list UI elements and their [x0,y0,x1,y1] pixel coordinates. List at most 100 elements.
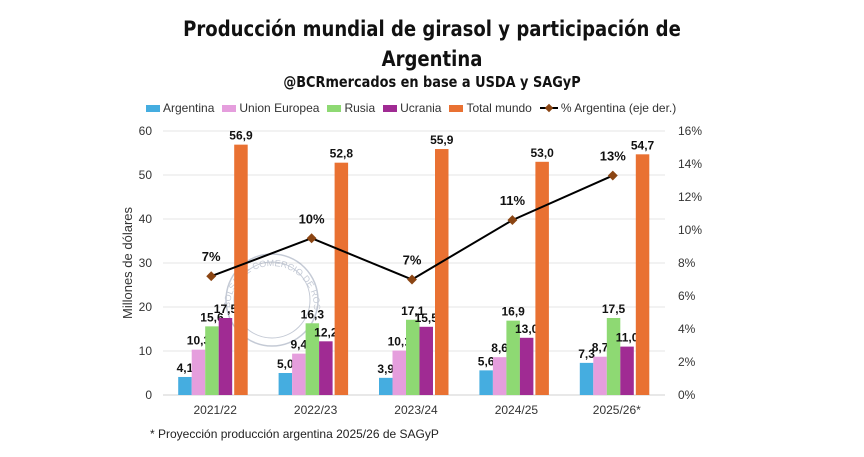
bar-argentina [579,362,594,395]
data-label: 10,1 [388,335,412,349]
y2-tick-label: 8% [678,256,696,270]
legend-label: Ucrania [400,101,442,115]
data-label: 3,9 [377,362,394,376]
data-label: 54,7 [631,138,655,152]
line-data-label: 13% [600,149,626,164]
line-marker [407,274,417,285]
bar-ucrania [419,326,433,395]
bar-ucrania [519,337,534,395]
line-marker [206,271,217,282]
data-label: 53,0 [530,146,554,160]
watermark-seal: BOLSA DE COMERCIO DE ROSARIO [0,0,322,347]
bar-total-mundo [334,162,349,395]
legend-swatch [383,104,398,112]
y2-tick-label: 4% [678,322,696,336]
bar-argentina [379,377,393,395]
bar-ucrania [218,318,233,395]
line-data-label: 7% [403,253,422,268]
data-label: 16,3 [301,307,325,321]
line-marker [507,215,518,226]
legend-swatch [449,104,464,112]
data-label: 10,3 [187,334,211,348]
y-tick-label: 0 [145,388,152,402]
legend: Argentina Union Europea Rusia Ucrania Total … [146,101,676,115]
data-label: 5,6 [478,354,495,368]
y2-tick-label: 0% [678,388,696,402]
x-tick-label: 2021/22 [194,403,238,417]
data-label: 16,9 [501,305,525,319]
bar-union-europea [593,356,607,395]
data-label: 15,5 [415,311,439,325]
legend-line-marker-icon [539,103,558,113]
line-data-label: 11% [500,193,526,208]
x-tick-label: 2024/25 [495,403,539,417]
bar-union-europea [492,357,507,395]
watermark-text: BOLSA DE COMERCIO DE ROSARIO [0,0,322,310]
legend-label: Total mundo [466,101,532,115]
chart-subtitle: @BCRmercados en base a USDA y SAGyP [283,73,581,91]
y-tick-label: 30 [139,256,153,270]
y2-tick-label: 16% [678,124,702,138]
bar-ucrania [620,346,634,395]
legend-label: Union Europea [239,101,320,115]
bar-rusia [506,320,520,395]
footnote: * Proyección producción argentina 2025/2… [150,427,439,441]
data-label: 17,5 [214,302,238,316]
legend-label: Rusia [344,101,376,115]
legend-item: Rusia [327,101,375,115]
data-label: 56,9 [229,129,253,143]
bar-rusia [406,319,420,395]
line-marker [607,170,618,181]
bar-total-mundo [234,144,248,395]
data-label: 12,2 [314,325,338,339]
y-tick-label: 10 [139,344,153,358]
bar-union-europea [191,349,206,395]
bar-rusia [205,326,219,395]
bar-argentina [178,376,192,395]
bar-argentina [278,373,293,395]
legend-item: Total mundo [449,101,532,115]
data-label: 52,8 [330,147,354,161]
legend-item: Union Europea [222,101,319,115]
x-tick-label: 2022/23 [294,403,338,417]
y2-tick-label: 14% [678,157,702,171]
y-tick-label: 60 [139,124,153,138]
bar-rusia [606,318,621,395]
y-tick-label: 40 [139,212,153,226]
legend-item: % Argentina (eje der.) [539,101,677,115]
line-data-label: 10% [299,211,325,226]
data-label: 15,6 [200,310,224,324]
chart-title-line2: Argentina [381,47,483,71]
data-label: 11,0 [616,331,639,345]
bar-total-mundo [635,154,650,395]
data-label: 17,5 [602,302,626,316]
legend-label: % Argentina (eje der.) [560,101,677,115]
line-data-label: 7% [202,249,221,264]
legend-swatch [222,104,237,112]
x-tick-label: 2025/26* [593,403,641,417]
legend-item: Argentina [146,101,214,115]
data-label: 13,0 [515,322,539,336]
legend-item: Ucrania [383,101,441,115]
bar-ucrania [319,341,333,395]
data-label: 7,3 [578,347,595,361]
legend-swatch [327,104,342,112]
legend-swatch [146,104,160,112]
bar-rusia [305,323,320,395]
data-label: 9,4 [291,338,308,352]
line-marker [306,233,317,244]
x-tick-label: 2023/24 [394,403,438,417]
y2-tick-label: 12% [678,190,702,204]
bar-total-mundo [535,161,549,395]
y-tick-label: 20 [139,300,153,314]
data-label: 5,0 [277,357,294,371]
bar-union-europea [392,350,406,395]
data-label: 4,1 [177,361,194,375]
data-label: 17,1 [401,304,425,318]
chart-title-line1: Producción mundial de girasol y particip… [183,17,681,41]
y2-tick-label: 2% [678,355,696,369]
y-tick-label: 50 [139,168,153,182]
bar-union-europea [292,353,306,395]
y2-tick-label: 10% [678,223,702,237]
